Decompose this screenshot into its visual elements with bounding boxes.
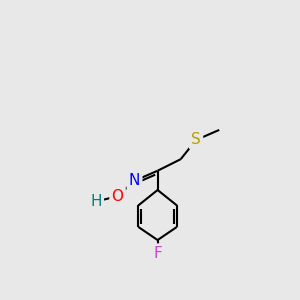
Text: H: H bbox=[90, 194, 102, 209]
Text: O: O bbox=[112, 189, 124, 204]
Text: S: S bbox=[191, 132, 201, 147]
Text: N: N bbox=[129, 173, 140, 188]
Text: F: F bbox=[153, 246, 162, 261]
